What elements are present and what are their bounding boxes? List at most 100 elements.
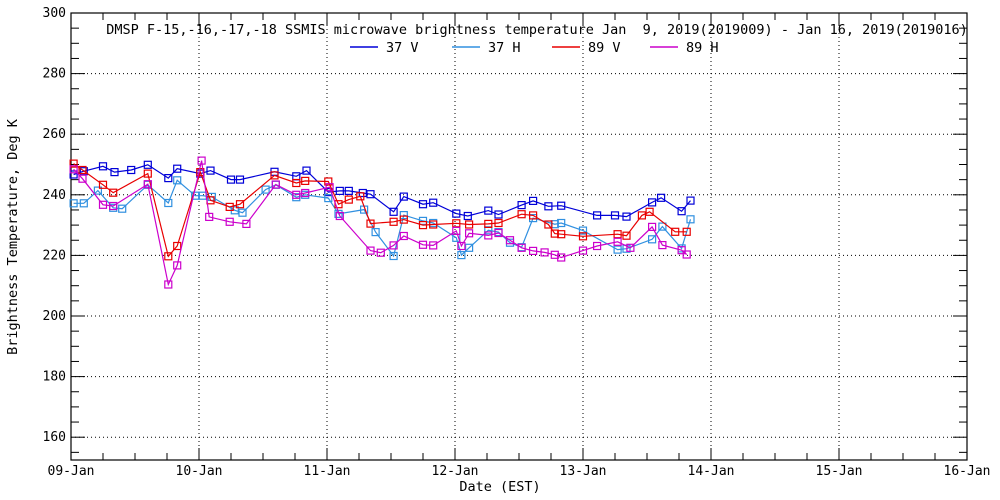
data-point-marker [484, 231, 493, 240]
data-point-marker [494, 228, 503, 238]
data-point-marker [686, 196, 695, 205]
data-point-marker [528, 246, 538, 255]
data-point-marker [399, 215, 408, 224]
data-point-marker [69, 170, 78, 179]
data-point-marker [682, 250, 691, 259]
data-point-marker [389, 241, 398, 250]
data-point-marker [270, 171, 279, 180]
data-point-marker [371, 228, 380, 237]
data-point-marker [93, 186, 103, 195]
data-point-marker [578, 246, 588, 255]
data-point-marker [528, 211, 538, 220]
data-point-marker [173, 261, 182, 270]
data-point-marker [225, 202, 234, 211]
data-point-marker [197, 156, 206, 165]
data-point-marker [69, 199, 78, 208]
data-point-marker [205, 212, 214, 221]
data-point-marker [418, 200, 428, 209]
data-point-marker [335, 186, 344, 195]
y-tick-label: 240 [43, 188, 66, 203]
data-point-marker [301, 188, 310, 198]
data-point-marker [677, 207, 686, 216]
data-point-marker [366, 190, 375, 199]
data-point-marker [622, 231, 631, 240]
data-point-marker [366, 246, 375, 255]
data-point-marker [429, 220, 438, 229]
data-point-marker [557, 230, 566, 239]
data-point-marker [637, 211, 647, 220]
data-point-marker [389, 207, 398, 216]
data-point-marker [109, 188, 118, 197]
data-point-marker [225, 217, 234, 226]
data-point-marker [517, 243, 526, 252]
data-point-marker [658, 241, 667, 250]
data-point-marker [613, 237, 622, 246]
data-point-marker [682, 227, 691, 236]
legend-item-89v: 89 V [552, 40, 621, 56]
x-tick-label: 11-Jan [304, 464, 351, 479]
data-point-marker [429, 241, 438, 250]
data-point-marker [110, 168, 119, 177]
data-point-marker [457, 241, 466, 251]
data-point-marker [69, 159, 78, 168]
data-point-marker [389, 217, 398, 226]
data-point-marker [494, 218, 503, 228]
data-point-marker [399, 192, 408, 201]
x-tick-label: 12-Jan [432, 464, 479, 479]
data-point-marker [173, 241, 182, 251]
data-point-marker [98, 162, 108, 171]
data-point-marker [143, 169, 152, 178]
data-point-marker [127, 165, 136, 175]
data-point-marker [677, 246, 686, 255]
plot-border [70, 12, 968, 461]
data-point-marker [540, 248, 549, 257]
legend-item-37h: 37 H [452, 40, 521, 56]
data-point-marker [242, 219, 251, 228]
data-point-marker [235, 175, 245, 184]
data-point-marker [418, 221, 428, 230]
data-point-marker [334, 209, 343, 218]
y-tick-label: 160 [43, 430, 66, 445]
data-point-marker [544, 220, 553, 229]
data-point-marker [366, 219, 375, 228]
data-point-marker [647, 222, 657, 231]
data-point-marker [484, 219, 493, 228]
legend: 37 V 37 H 89 V 89 H [350, 40, 719, 56]
chart-title: DMSP F-15,-16,-17,-18 SSMIS microwave br… [106, 22, 968, 38]
data-point-marker [235, 200, 245, 209]
data-point-marker [544, 202, 553, 211]
data-point-marker [686, 215, 695, 224]
x-tick-label: 14-Jan [688, 464, 735, 479]
data-point-marker [626, 243, 635, 252]
series-37v-markers [69, 160, 695, 221]
data-point-marker [301, 176, 310, 185]
data-point-marker [557, 253, 566, 262]
data-point-marker [109, 201, 118, 211]
data-point-marker [271, 180, 280, 189]
data-point-marker [78, 174, 87, 183]
data-point-marker [173, 176, 182, 185]
data-point-marker [647, 198, 657, 207]
data-point-marker [452, 226, 461, 235]
data-point-marker [118, 204, 127, 213]
data-point-marker [399, 211, 408, 220]
y-tick-label: 280 [43, 67, 66, 82]
data-point-marker [78, 165, 87, 175]
data-point-marker [557, 218, 566, 228]
data-point-marker [658, 222, 667, 231]
x-tick-label: 13-Jan [560, 464, 607, 479]
data-point-marker [418, 216, 428, 225]
data-point-marker [389, 251, 398, 261]
legend-label-37h: 37 H [488, 40, 521, 56]
data-point-marker [505, 236, 515, 245]
data-point-marker [292, 190, 301, 199]
legend-item-37v: 37 V [350, 40, 419, 56]
data-point-marker [647, 235, 657, 244]
data-point-marker [613, 245, 622, 254]
data-point-marker [457, 251, 466, 260]
data-point-marker [324, 177, 333, 186]
data-point-marker [376, 248, 385, 257]
data-point-marker [344, 195, 353, 204]
data-point-marker [452, 209, 461, 218]
data-point-marker [557, 201, 566, 210]
